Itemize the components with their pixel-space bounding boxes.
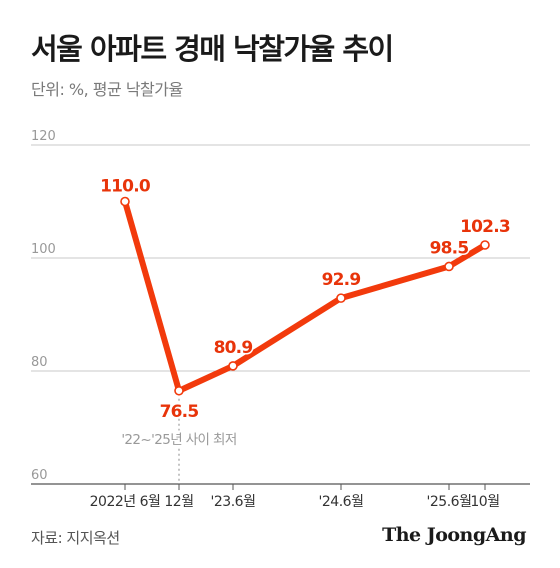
data-label: 76.5 (160, 402, 199, 422)
y-tick-label: 80 (31, 355, 48, 370)
data-label: 102.3 (460, 217, 510, 237)
x-tick-label: 10월 (470, 494, 499, 510)
series-line (122, 198, 488, 394)
x-tick-label: 2022년 6월 (90, 494, 161, 510)
grid-layer: 60 80 100 120 (31, 129, 530, 485)
data-label: 92.9 (322, 270, 361, 290)
data-label: 110.0 (100, 177, 151, 197)
x-tick-label: '25.6월 (427, 494, 472, 510)
x-tick-label: '23.6월 (211, 494, 256, 510)
series-layer (120, 196, 490, 396)
y-tick-label: 100 (31, 242, 56, 257)
data-point (120, 196, 130, 207)
data-label: 98.5 (430, 238, 469, 258)
data-point (174, 385, 184, 396)
unit-label: 단위: %, 평균 낙찰가율 (31, 80, 183, 99)
annotation-layer: '22~'25년 사이 최저 (119, 398, 239, 484)
chart-title: 서울 아파트 경매 낙찰가율 추이 (31, 32, 394, 66)
data-label: 80.9 (214, 338, 253, 358)
data-point (336, 293, 346, 303)
x-tick-label: '24.6월 (319, 494, 364, 510)
data-point (480, 240, 490, 250)
y-tick-label: 60 (31, 468, 48, 483)
x-tick-label: 12월 (164, 494, 193, 510)
y-tick-label: 120 (31, 129, 56, 144)
source-note: 자료: 지지옥션 (31, 529, 120, 547)
data-point (228, 361, 238, 371)
annotation-text: '22~'25년 사이 최저 (121, 432, 236, 448)
brand-logo: The JoongAng (382, 524, 526, 546)
data-point (444, 261, 454, 272)
